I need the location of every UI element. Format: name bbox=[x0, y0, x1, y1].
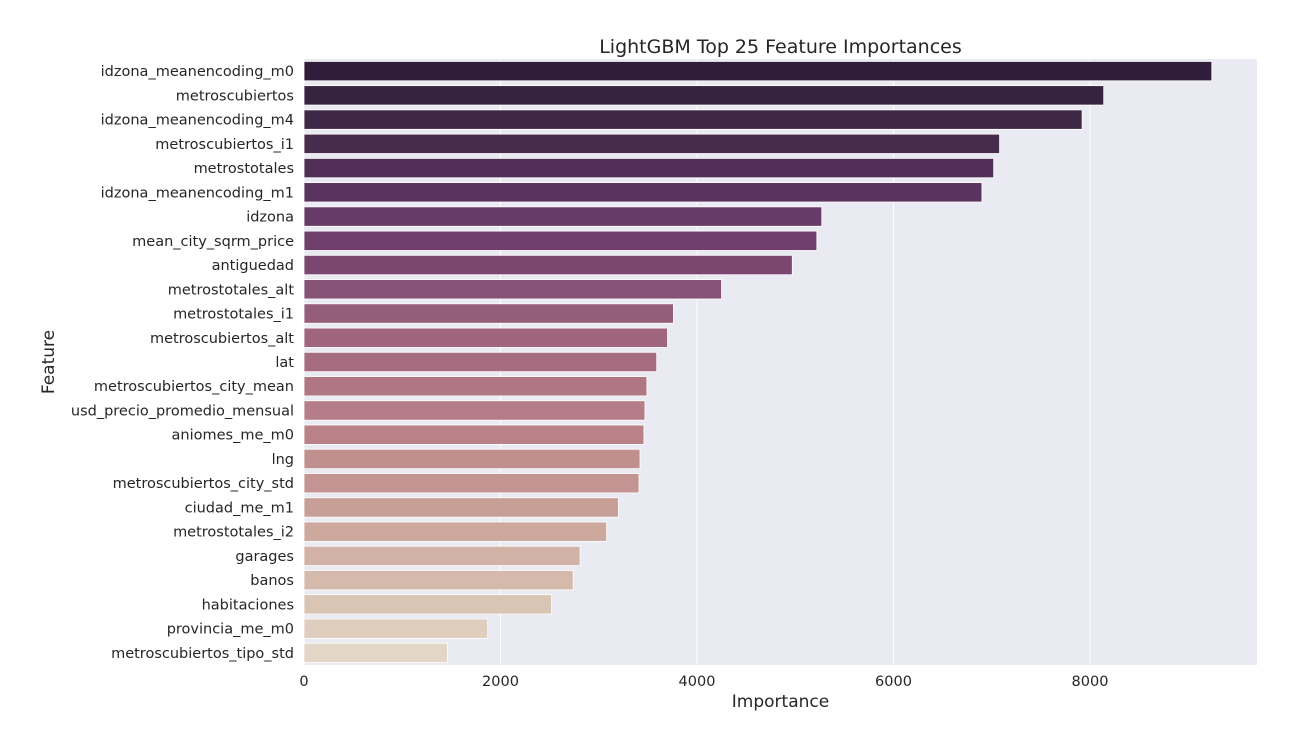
bar bbox=[303, 400, 646, 421]
y-tick-label: metroscubiertos_city_std bbox=[113, 476, 294, 492]
bar bbox=[303, 351, 658, 373]
x-tick-label: 8000 bbox=[1072, 674, 1109, 690]
x-axis-title: Importance bbox=[732, 692, 829, 712]
bar bbox=[303, 85, 1105, 106]
y-tick-label: metrostotales_i2 bbox=[173, 525, 294, 541]
bar bbox=[303, 157, 995, 179]
y-tick-label: lat bbox=[275, 355, 294, 371]
x-tick-label: 4000 bbox=[679, 674, 716, 690]
bar bbox=[303, 182, 983, 203]
bar bbox=[303, 61, 1213, 82]
y-tick-label: ciudad_me_m1 bbox=[185, 500, 294, 516]
y-tick-label: lng bbox=[272, 452, 294, 468]
y-tick-label: antiguedad bbox=[212, 258, 294, 274]
bar bbox=[303, 545, 581, 567]
bar bbox=[303, 570, 574, 591]
bar bbox=[303, 376, 648, 397]
y-tick-label: metroscubiertos bbox=[176, 88, 294, 104]
x-tick-label: 0 bbox=[299, 674, 308, 690]
chart-title: LightGBM Top 25 Feature Importances bbox=[599, 36, 962, 58]
bar bbox=[303, 424, 645, 445]
y-tick-label: metrostotales bbox=[194, 161, 294, 177]
y-tick-label: metroscubiertos_i1 bbox=[155, 137, 294, 153]
bar bbox=[303, 448, 641, 470]
bar bbox=[303, 497, 619, 518]
x-tick-label: 6000 bbox=[875, 674, 912, 690]
bar bbox=[303, 642, 448, 663]
y-tick-label: idzona_meanencoding_m4 bbox=[101, 113, 294, 129]
y-tick-label: idzona_meanencoding_m1 bbox=[101, 185, 294, 201]
y-tick-label: mean_city_sqrm_price bbox=[132, 234, 294, 250]
y-axis-title: Feature bbox=[39, 330, 59, 394]
bar bbox=[303, 594, 552, 615]
bar bbox=[303, 473, 640, 494]
y-tick-label: metroscubiertos_alt bbox=[150, 331, 294, 347]
y-tick-label: idzona_meanencoding_m0 bbox=[101, 64, 294, 80]
y-tick-label: provincia_me_m0 bbox=[167, 622, 294, 638]
bar bbox=[303, 327, 668, 348]
y-tick-label: habitaciones bbox=[202, 597, 294, 613]
y-tick-label: garages bbox=[235, 549, 294, 565]
y-tick-label: usd_precio_promedio_mensual bbox=[71, 403, 294, 419]
bar bbox=[303, 279, 722, 300]
bar bbox=[303, 254, 793, 276]
bar bbox=[303, 133, 1000, 154]
bar bbox=[303, 230, 818, 251]
y-tick-label: metrostotales_i1 bbox=[173, 307, 294, 323]
y-tick-label: banos bbox=[250, 573, 294, 589]
y-tick-labels: idzona_meanencoding_m0 metroscubiertos idz… bbox=[71, 64, 294, 662]
bar bbox=[303, 521, 608, 542]
x-tick-label: 2000 bbox=[482, 674, 519, 690]
bar bbox=[303, 618, 489, 639]
y-tick-label: metroscubiertos_tipo_std bbox=[111, 646, 294, 662]
bars bbox=[303, 61, 1213, 663]
y-tick-label: metroscubiertos_city_mean bbox=[94, 379, 294, 395]
x-tick-labels: 0 2000 4000 6000 8000 bbox=[299, 674, 1108, 690]
y-tick-label: aniomes_me_m0 bbox=[172, 428, 294, 444]
y-tick-label: metrostotales_alt bbox=[168, 282, 295, 298]
bar bbox=[303, 303, 674, 324]
bar bbox=[303, 206, 823, 227]
bar bbox=[303, 109, 1083, 130]
y-tick-label: idzona bbox=[246, 210, 294, 226]
